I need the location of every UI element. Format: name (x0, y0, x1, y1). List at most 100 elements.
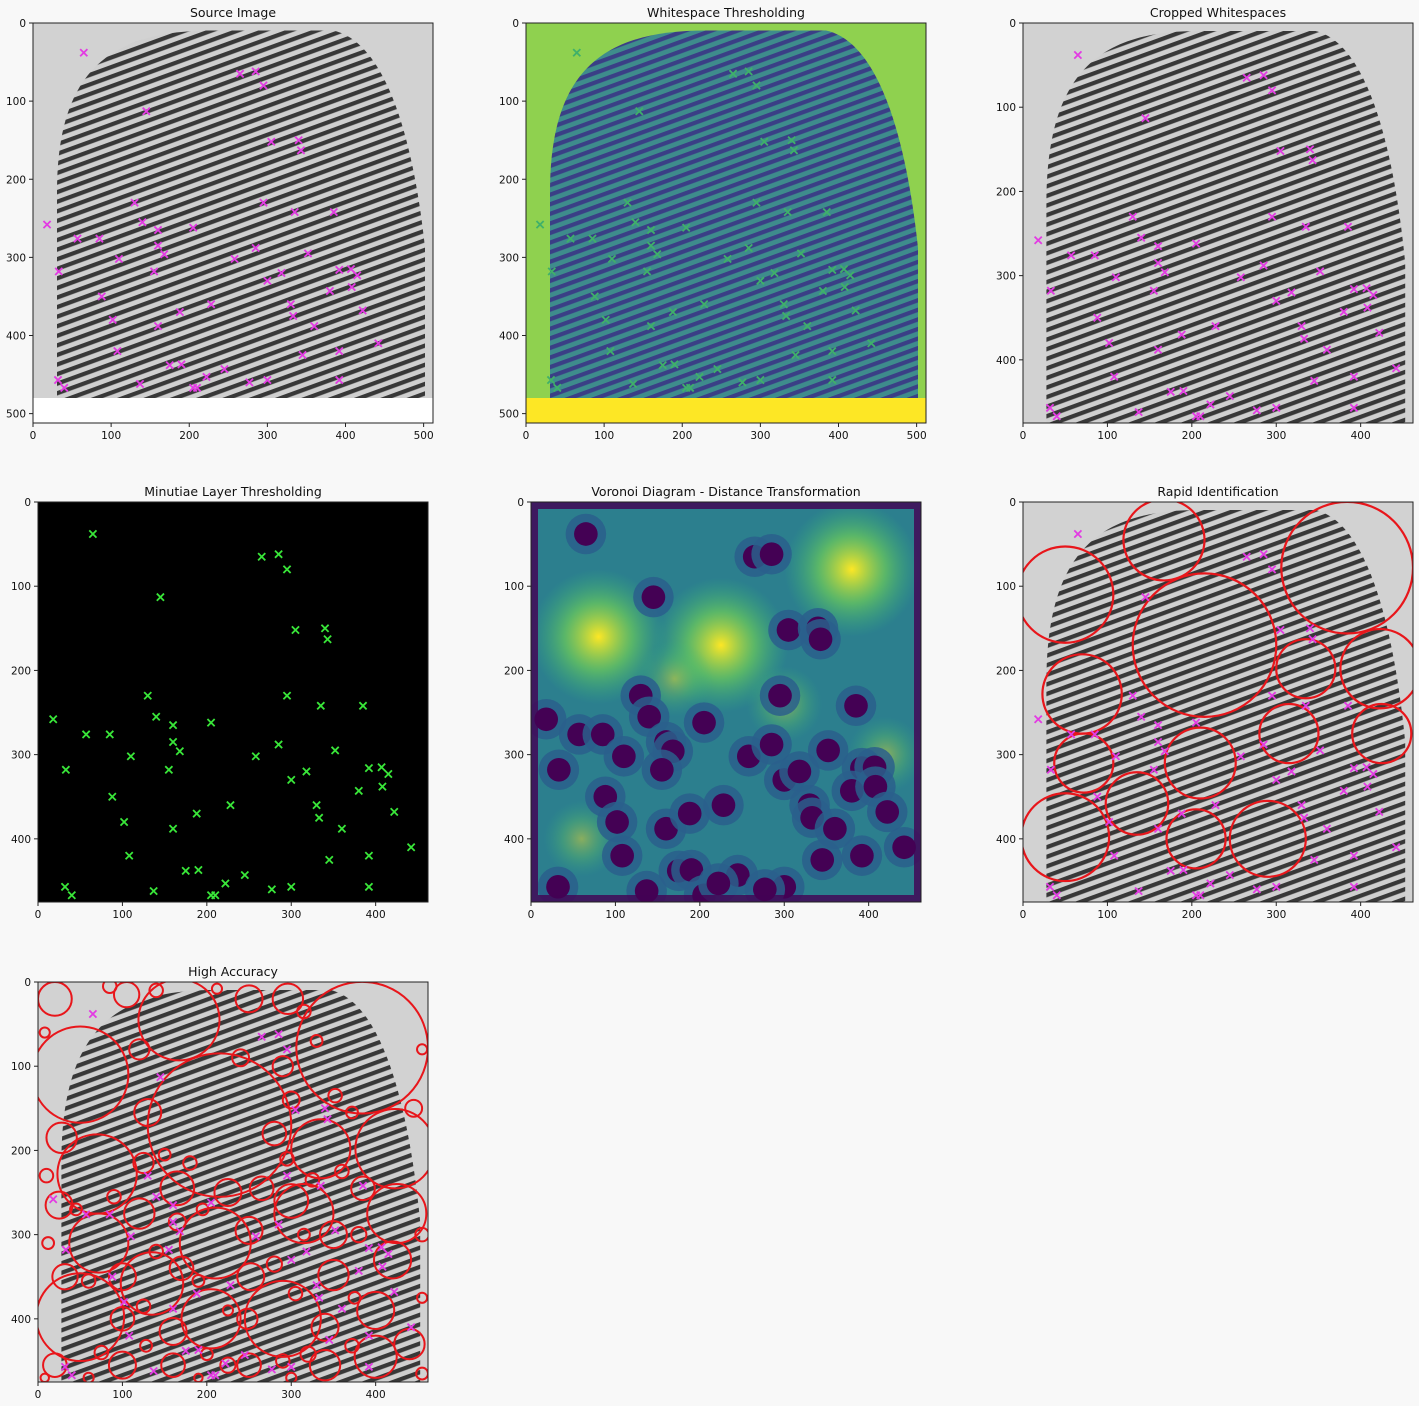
minutia-marker (377, 1243, 386, 1252)
minutia-marker (60, 882, 70, 892)
empty-space-circle (297, 1227, 311, 1242)
distance-centre (590, 722, 615, 747)
minutia-marker (105, 1210, 114, 1219)
minutia-marker (364, 1331, 374, 1340)
minutia-marker (1153, 737, 1163, 747)
minutia-marker (1052, 891, 1062, 900)
minutia-marker (287, 775, 296, 785)
y-tick-label: 300 (504, 750, 524, 762)
axes-frame (1022, 22, 1414, 424)
y-tick-label: 0 (19, 18, 26, 30)
panel-7: 0 100 200 300 400 0 100 200 300 400 High Accuracy (11, 964, 429, 1401)
minutia-marker (335, 346, 344, 356)
minutia-marker (796, 249, 806, 258)
minutia-marker (291, 625, 300, 635)
empty-space-circle (334, 1163, 350, 1180)
minutia-marker (364, 1362, 374, 1372)
minutia-marker (274, 1220, 283, 1229)
y-tick-label: 0 (517, 497, 524, 509)
minutia-marker (168, 1304, 178, 1313)
minutia-marker (287, 1255, 296, 1265)
x-tick-label: 200 (672, 430, 692, 442)
empty-space-circle (234, 1215, 264, 1245)
minutia-marker (97, 292, 106, 301)
empty-space-circle (157, 1147, 172, 1162)
minutia-marker (288, 311, 298, 321)
distance-centre (816, 738, 840, 763)
y-tick-label: 300 (996, 271, 1016, 283)
panel-4: 0 100 200 300 400 0 100 200 300 400 Minutiae Layer… (11, 484, 429, 921)
minutia-marker (135, 379, 145, 389)
minutia-marker (211, 1371, 220, 1380)
empty-space-circle (1131, 572, 1278, 719)
distance-centre (759, 732, 784, 757)
empty-space-circle (107, 1262, 137, 1292)
minutia-marker (1301, 701, 1311, 711)
minutia-marker (358, 701, 368, 711)
empty-space-circle (69, 1202, 83, 1217)
minutia-marker (1045, 403, 1055, 413)
minutia-marker (566, 234, 575, 243)
distance-centre (776, 618, 801, 642)
y-tick-label: 200 (6, 174, 26, 186)
minutia-marker (1160, 747, 1170, 756)
x-tick-label: 400 (859, 909, 879, 921)
empty-space-circle (148, 1243, 164, 1260)
minutia-marker (1305, 145, 1315, 154)
empty-space-circle (38, 1272, 126, 1363)
empty-space-circle (304, 1172, 321, 1188)
distance-centre (787, 759, 812, 784)
minutia-marker (226, 1280, 235, 1290)
minutia-marker (73, 234, 82, 243)
plot-area (1023, 502, 1413, 902)
minutia-marker (1153, 241, 1163, 251)
minutia-marker (1225, 391, 1235, 401)
minutia-marker (364, 851, 374, 860)
minutia-marker (263, 375, 272, 385)
empty-space-circle (221, 1304, 234, 1317)
y-tick-label: 400 (499, 331, 519, 343)
distance-centre (612, 744, 636, 769)
minutia-marker (1236, 752, 1246, 761)
minutia-marker (670, 360, 679, 369)
distance-peak (531, 569, 667, 705)
y-tick-label: 300 (11, 1230, 31, 1242)
empty-space-circle (119, 1251, 185, 1316)
minutia-marker (1362, 763, 1371, 772)
minutia-marker (61, 1245, 71, 1255)
minutia-marker (1166, 387, 1175, 397)
minutia-marker (364, 882, 374, 892)
minutia-marker (324, 1335, 334, 1345)
minutia-marker (1134, 407, 1143, 417)
minutia-marker (251, 752, 261, 761)
y-tick-label: 100 (996, 102, 1016, 114)
minutia-marker (316, 701, 326, 711)
distance-centre (679, 858, 704, 882)
minutia-marker (378, 1262, 387, 1271)
minutia-marker (803, 321, 812, 331)
empty-space-circle (51, 1263, 79, 1291)
minutia-marker (314, 1293, 324, 1303)
minutia-marker (291, 1105, 300, 1115)
empty-space-circle (128, 1038, 151, 1061)
minutia-marker (406, 843, 416, 852)
minutia-marker (1349, 403, 1359, 413)
minutia-marker (635, 107, 644, 116)
minutia-marker (1179, 386, 1188, 396)
minutia-marker (752, 81, 761, 90)
minutia-marker (259, 198, 268, 207)
minutia-marker (290, 207, 299, 217)
minutia-marker (53, 375, 63, 385)
x-tick-label: 100 (112, 909, 132, 921)
minutia-marker (1153, 720, 1163, 730)
empty-space-circle (350, 1226, 368, 1244)
minutia-marker (335, 265, 344, 275)
x-tick-label: 100 (594, 430, 614, 442)
empty-space-circle (1104, 771, 1170, 836)
minutia-marker (156, 1072, 165, 1082)
y-tick-label: 300 (499, 252, 519, 264)
minutia-marker (168, 720, 178, 730)
empty-space-circle (102, 982, 118, 994)
distance-centre (546, 875, 570, 899)
minutia-marker (323, 1115, 332, 1124)
